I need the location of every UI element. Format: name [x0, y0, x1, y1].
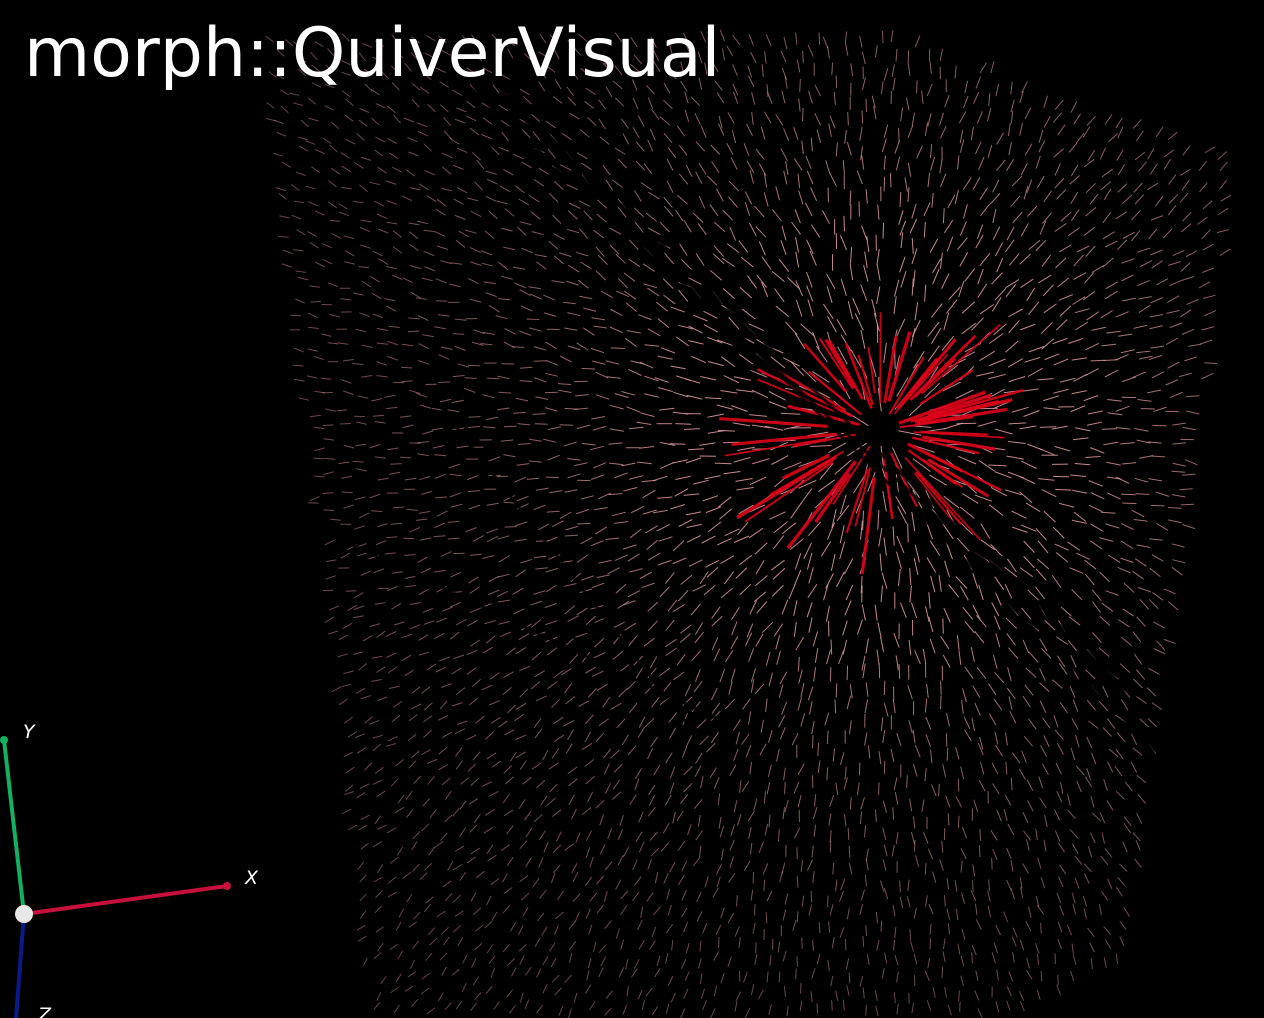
axis-label-y: Y — [23, 721, 35, 743]
axis-x-tip — [223, 882, 231, 890]
axis-z-line — [14, 912, 26, 1018]
axis-label-x: X — [245, 867, 259, 889]
window-title: morph::QuiverVisual — [24, 14, 721, 93]
axis-origin-sphere-icon — [15, 905, 33, 923]
axis-label-z: Z — [38, 1004, 52, 1018]
quiver-field-arrows-weak — [265, 29, 1232, 1018]
axis-y-tip — [0, 736, 8, 744]
quiver-field-arrows-strong — [299, 58, 1202, 762]
axis-x-line — [22, 884, 229, 916]
coordinate-axes-gizmo — [0, 736, 231, 1018]
axis-y-line — [2, 738, 26, 916]
